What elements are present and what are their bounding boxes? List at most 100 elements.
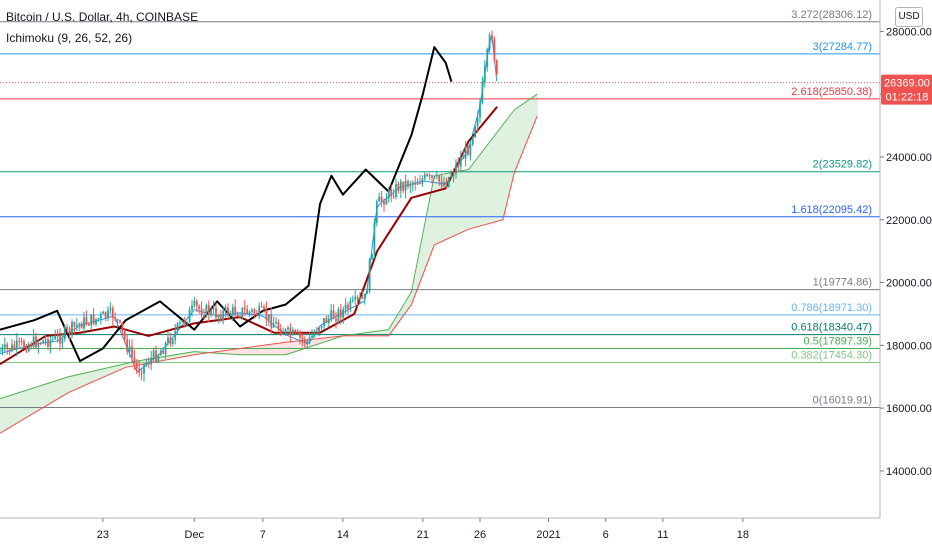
cloud-slice [502, 125, 505, 220]
cloud-slice [216, 351, 219, 354]
cloud-slice [468, 169, 471, 230]
cloud-slice [168, 355, 171, 360]
candle [270, 314, 273, 328]
candle [241, 307, 244, 317]
cloud-slice [78, 374, 81, 389]
cloud-slice [328, 337, 331, 341]
cloud-slice [250, 347, 253, 355]
cloud-slice [86, 372, 89, 385]
candle [308, 337, 311, 342]
candle [73, 321, 76, 327]
candle [87, 323, 90, 326]
x-tick-label: Dec [185, 529, 205, 541]
cloud-slice [268, 344, 271, 355]
candle [174, 330, 177, 340]
candle [229, 313, 232, 316]
cloud-slice [276, 343, 279, 355]
candle [479, 103, 481, 118]
cloud-slice [384, 330, 387, 336]
cloud-slice [392, 323, 395, 332]
cloud-slice [60, 379, 63, 398]
candle [313, 332, 316, 336]
candle [111, 308, 114, 318]
candle [157, 355, 160, 362]
candle [491, 34, 493, 40]
cloud-slice [326, 337, 329, 342]
cloud-slice [394, 320, 397, 329]
candle [37, 343, 40, 348]
price-tag-value: 26369.00 [884, 78, 930, 90]
cloud-slice [464, 170, 467, 232]
cloud-slice [62, 378, 65, 397]
candle [143, 363, 145, 374]
cloud-slice [460, 171, 463, 234]
candle [380, 196, 383, 202]
cloud-slice [244, 347, 247, 355]
cloud-slice [456, 171, 459, 235]
cloud-slice [476, 159, 479, 228]
cloud-slice [376, 331, 379, 336]
indicator-label[interactable]: Ichimoku (9, 26, 52, 26) [6, 31, 133, 45]
candle [275, 322, 277, 324]
candle [455, 164, 457, 175]
cloud-slice [160, 357, 163, 362]
chikou-span-line [0, 46, 453, 363]
cloud-slice [64, 378, 67, 396]
cloud-slice [30, 389, 33, 416]
candle [366, 291, 369, 294]
candle [467, 146, 469, 156]
candle [42, 340, 45, 344]
candle [387, 189, 390, 199]
cloud-slice [530, 99, 533, 134]
candle [318, 327, 321, 333]
cloud-slice [242, 348, 245, 355]
cloud-slice [404, 304, 407, 315]
cloud-slice [524, 103, 527, 149]
cloud-slice [200, 352, 203, 354]
candle [128, 346, 131, 352]
candle [291, 329, 294, 336]
cloud-slice [240, 348, 243, 355]
cloud-slice [44, 384, 47, 408]
x-tick-label: 21 [417, 529, 429, 541]
candle [104, 311, 107, 319]
cloud-slice [132, 362, 135, 367]
ichimoku-lines [0, 35, 538, 434]
cloud-slice [14, 394, 17, 425]
y-tick-label: 14000.00 [886, 466, 932, 478]
candle [47, 339, 49, 347]
candle [236, 315, 239, 317]
cloud-slice [420, 248, 423, 283]
candle [11, 344, 13, 352]
cloud-slice [522, 104, 525, 154]
currency-button[interactable]: USD [895, 7, 923, 27]
x-tick-label: 7 [260, 529, 266, 541]
candle [1, 347, 4, 352]
candle [97, 318, 100, 320]
cloud-slice [100, 369, 103, 379]
candle [306, 341, 309, 344]
candle [407, 181, 409, 187]
cloud-slice [388, 329, 391, 336]
cloud-slice [498, 131, 501, 222]
candle [354, 297, 357, 300]
cloud-slice [114, 366, 117, 373]
candle [15, 340, 18, 349]
candle [462, 157, 465, 159]
candle [447, 177, 450, 187]
candle [152, 350, 155, 359]
candle [169, 337, 172, 344]
candle [176, 323, 179, 331]
candle [411, 182, 414, 186]
cloud-slice [110, 367, 113, 375]
candle [488, 34, 491, 50]
candle [493, 39, 496, 61]
cloud-slice [238, 348, 241, 355]
candle [315, 332, 318, 334]
cloud-slice [520, 105, 523, 159]
candle [433, 176, 436, 178]
candle [296, 331, 299, 333]
candle [445, 181, 448, 187]
cloud-slice [28, 389, 31, 417]
